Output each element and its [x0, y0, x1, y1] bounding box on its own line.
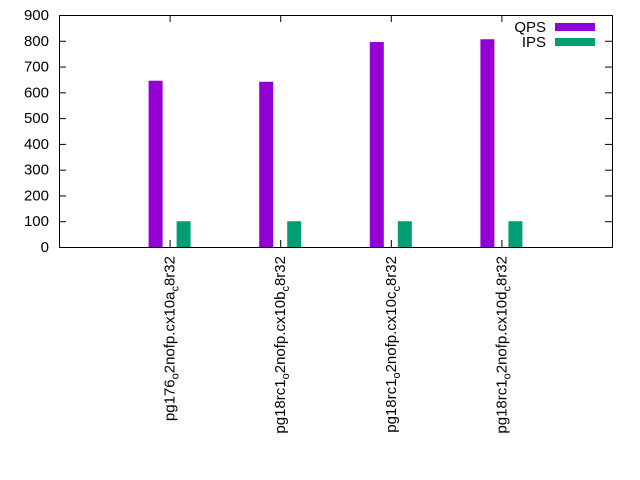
x-tick-label-part: 8r32 [493, 256, 510, 286]
bar-ips [508, 221, 523, 247]
x-tick-label-part: 2nofp.cx10c [383, 291, 400, 372]
y-tick-label: 500 [24, 110, 49, 127]
bar-qps [148, 80, 163, 247]
x-tick-label-subscript: c [280, 286, 292, 292]
bar-qps [369, 42, 384, 247]
x-tick-label: pg18rc1o2nofp.cx10bc8r32 [272, 256, 292, 434]
chart-marks [148, 39, 523, 248]
x-tick-label-subscript: o [501, 373, 513, 379]
x-tick-label-part: pg176 [162, 379, 179, 421]
x-tick-label-part: 8r32 [383, 256, 400, 286]
x-tick-label: pg18rc1o2nofp.cx10cc8r32 [383, 256, 403, 433]
bar-ips [397, 221, 412, 247]
bar-ips [176, 221, 191, 247]
x-tick-label-part: 2nofp.cx10a [162, 291, 179, 373]
x-tick-label-subscript: o [391, 372, 403, 378]
y-tick-label: 200 [24, 187, 49, 204]
y-tick-label: 600 [24, 84, 49, 101]
x-tick-label-subscript: c [391, 286, 403, 292]
x-tick-label-part: 2nofp.cx10d [493, 292, 510, 374]
y-tick-label: 0 [41, 239, 49, 256]
x-tick-label-part: 8r32 [272, 256, 289, 286]
x-tick-label-subscript: c [170, 286, 182, 292]
x-tick-label-subscript: o [170, 373, 182, 379]
bar-qps [480, 39, 495, 247]
y-tick-label: 700 [24, 59, 49, 76]
y-tick-label: 300 [24, 162, 49, 179]
x-axis-ticks: pg176o2nofp.cx10ac8r32pg18rc1o2nofp.cx10… [162, 15, 513, 434]
y-tick-label: 800 [24, 33, 49, 50]
bar-qps [259, 81, 274, 248]
x-tick-label-part: 2nofp.cx10b [272, 292, 289, 374]
x-tick-label-part: pg18rc1 [272, 379, 289, 433]
x-tick-label-subscript: c [501, 286, 513, 292]
x-tick-label-subscript: o [280, 373, 292, 379]
x-tick-label: pg176o2nofp.cx10ac8r32 [162, 256, 182, 421]
legend-label-qps: QPS [514, 19, 546, 36]
x-tick-label-part: 8r32 [162, 256, 179, 286]
x-tick-label-part: pg18rc1 [383, 379, 400, 433]
legend-swatch-qps [555, 23, 595, 31]
x-tick-label-part: pg18rc1 [493, 379, 510, 433]
y-tick-label: 900 [24, 7, 49, 24]
y-tick-label: 400 [24, 136, 49, 153]
x-tick-label: pg18rc1o2nofp.cx10dc8r32 [493, 256, 513, 434]
y-axis-ticks: 0 100 200 300 400 500 600 700 800 900 [24, 7, 612, 256]
legend-label-ips: IPS [522, 34, 546, 51]
plot-frame [59, 15, 613, 248]
y-tick-label: 100 [24, 213, 49, 230]
legend-swatch-ips [555, 38, 595, 46]
bar-ips [287, 221, 302, 247]
